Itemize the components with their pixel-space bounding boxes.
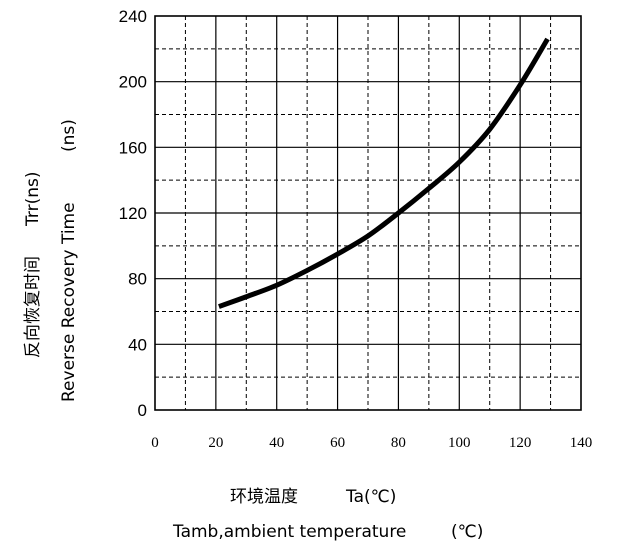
- x-axis-label-symbol: Ta(℃): [345, 487, 396, 507]
- x-tick-labels: 0 20 40 60 80 100 120 140: [151, 435, 592, 451]
- x-axis-label-unit: (℃): [451, 522, 483, 542]
- series-layer: [218, 37, 550, 309]
- y-tick-label: 40: [128, 335, 147, 354]
- series-line-trr: [218, 37, 550, 309]
- x-tick-label: 60: [330, 435, 345, 451]
- y-tick-label: 160: [119, 138, 147, 157]
- x-tick-label: 100: [448, 435, 471, 451]
- x-axis-label-en: Tamb,ambient temperature: [172, 522, 406, 542]
- y-tick-label: 120: [119, 204, 147, 223]
- x-axis-label-cn: 环境温度: [230, 487, 298, 507]
- x-tick-label: 120: [509, 435, 532, 451]
- y-axis-label-en: Reverse Recovery Time: [59, 202, 79, 402]
- y-tick-label: 200: [119, 73, 147, 92]
- x-tick-label: 80: [391, 435, 406, 451]
- x-tick-label: 0: [151, 435, 159, 451]
- y-tick-labels: 0 40 80 120 160 200 240: [119, 7, 147, 420]
- x-tick-label: 20: [208, 435, 223, 451]
- y-tick-label: 0: [138, 401, 147, 420]
- y-axis-label-cn: 反向恢复时间: [23, 256, 43, 358]
- y-axis-label-symbol: Trr(ns): [23, 172, 43, 227]
- x-tick-label: 40: [269, 435, 284, 451]
- plot-frame: [154, 15, 582, 411]
- y-tick-label: 240: [119, 7, 147, 26]
- y-tick-label: 80: [128, 270, 147, 289]
- grid: [155, 16, 581, 410]
- y-axis-label-unit: (ns): [59, 119, 79, 152]
- x-tick-label: 140: [570, 435, 593, 451]
